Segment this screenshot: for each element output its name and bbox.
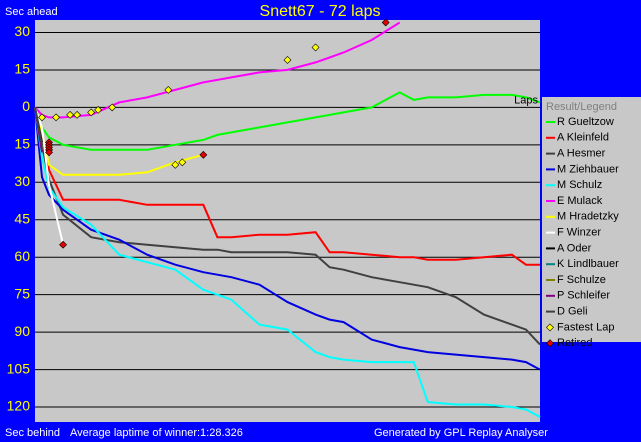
marker	[66, 110, 74, 119]
grid	[35, 31, 540, 408]
series-line	[34, 107, 43, 145]
legend-swatch	[546, 339, 554, 348]
series-line	[34, 107, 541, 346]
series-line	[34, 107, 540, 266]
marker	[45, 148, 53, 157]
legend-label: P Schleifer	[557, 290, 610, 302]
marker	[73, 110, 82, 119]
legend-label: E Mulack	[557, 195, 603, 207]
marker	[38, 113, 46, 122]
marker	[171, 160, 180, 169]
legend-label: M Hradetzky	[557, 211, 619, 223]
legend-label: F Winzer	[557, 227, 601, 239]
chart-title: Snett67 - 72 laps	[260, 3, 381, 20]
series-line	[34, 107, 541, 418]
y-tick-label: 60	[14, 248, 30, 264]
marker	[381, 18, 390, 27]
markers	[38, 18, 390, 249]
series-lines	[34, 21, 541, 418]
plot-area	[35, 20, 540, 422]
legend-label: R Gueltzow	[557, 116, 614, 128]
marker	[94, 105, 103, 114]
series-line	[34, 91, 541, 151]
series-line	[34, 21, 401, 119]
y-tick-label: 90	[14, 323, 30, 339]
marker	[283, 56, 292, 64]
legend-label: D Geli	[557, 306, 588, 318]
y-tick-label: 15	[14, 61, 30, 77]
series-line	[34, 107, 541, 371]
y-tick-label: 120	[7, 398, 31, 414]
marker	[311, 43, 320, 52]
marker	[52, 113, 60, 122]
y-tick-label: 45	[14, 210, 30, 226]
legend-label: A Hesmer	[557, 148, 606, 160]
marker	[164, 85, 173, 94]
legend-box	[542, 97, 641, 342]
y-tick-label: 0	[22, 98, 30, 114]
legend-label: A Kleinfeld	[557, 132, 609, 144]
y-tick-label: 15	[14, 136, 30, 152]
legend-label: Fastest Lap	[557, 321, 614, 333]
credit: Generated by GPL Replay Analyser	[374, 427, 548, 439]
y-label-top: Sec ahead	[5, 6, 58, 18]
y-tick-label: 30	[14, 173, 30, 189]
marker	[108, 103, 117, 112]
legend-label: M Schulz	[557, 179, 602, 191]
x-axis-label: Laps	[514, 94, 538, 106]
marker	[87, 108, 96, 117]
legend: R Gueltzow A Kleinfeld A Hesmer M Ziehbauer…	[546, 116, 619, 349]
y-tick-label: 75	[14, 285, 30, 301]
marker	[178, 158, 187, 167]
y-label-bottom: Sec behind	[5, 427, 60, 439]
legend-label: Retired	[557, 337, 592, 349]
marker	[59, 240, 67, 249]
marker	[199, 150, 208, 159]
y-tick-label: 105	[7, 360, 31, 376]
footnote: Average laptime of winner:1:28.326	[70, 427, 243, 439]
legend-label: A Oder	[557, 242, 592, 254]
legend-swatch	[546, 323, 554, 332]
legend-title: Result/Legend	[546, 101, 617, 113]
legend-label: K Lindlbauer	[557, 258, 619, 270]
y-tick-label: 30	[14, 23, 30, 39]
legend-label: F Schulze	[557, 274, 606, 286]
legend-label: M Ziehbauer	[557, 163, 619, 175]
